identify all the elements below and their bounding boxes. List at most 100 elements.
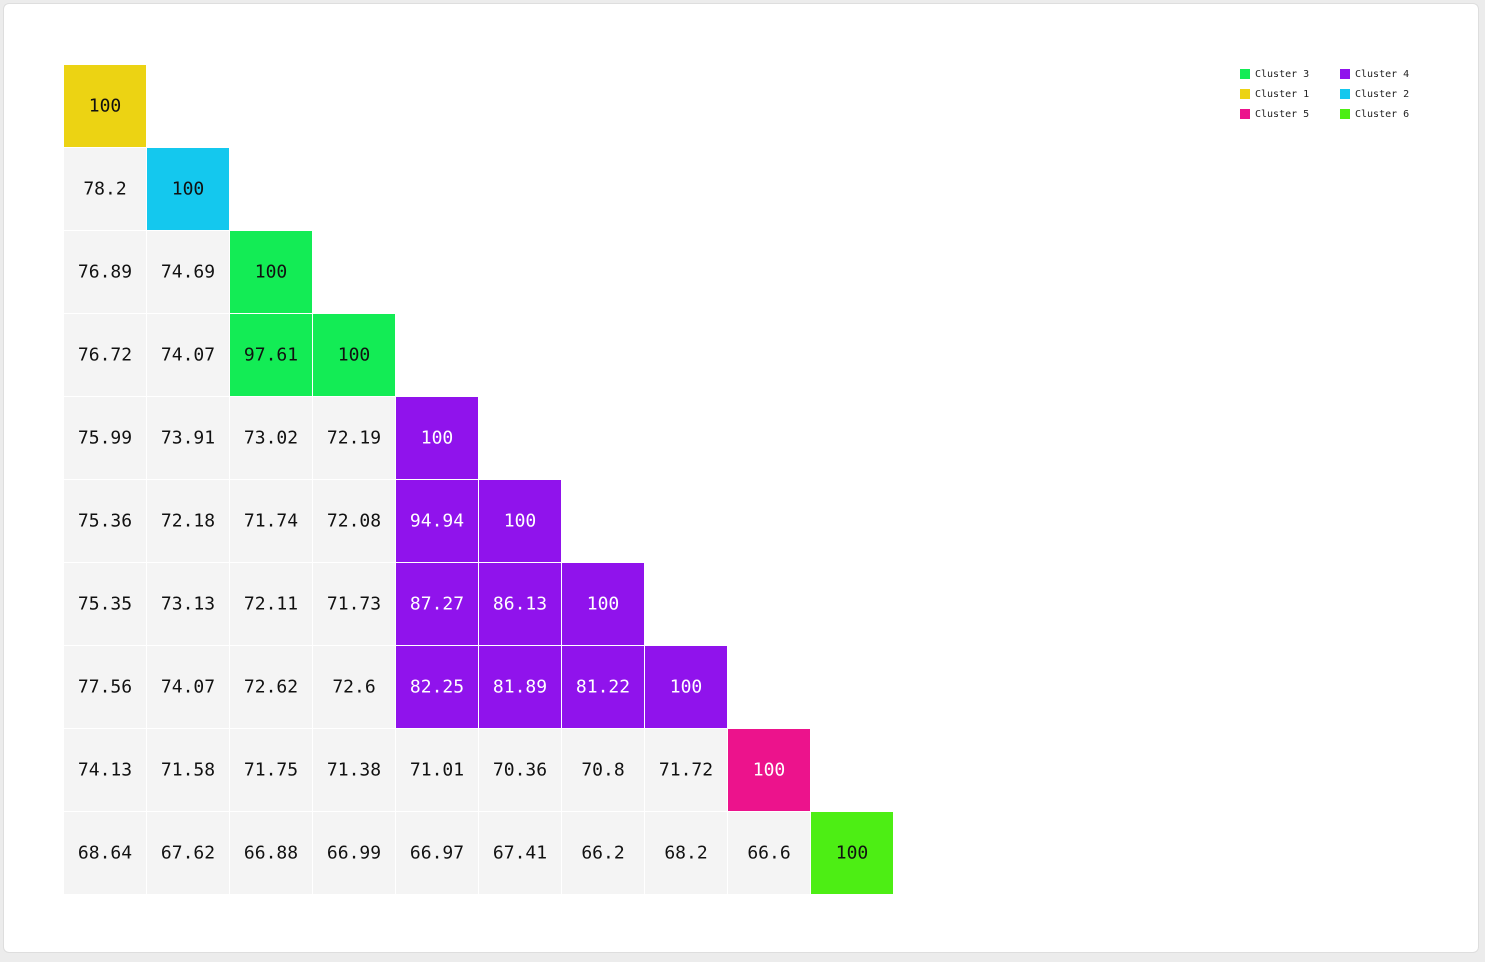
legend-item: Cluster 1 [1240,84,1340,104]
heatmap-cell-label: 73.13 [161,594,215,615]
heatmap-cell: 74.07 [147,646,229,728]
legend-label: Cluster 2 [1355,88,1410,100]
heatmap-cell: 74.69 [147,231,229,313]
heatmap-cell: 73.13 [147,563,229,645]
heatmap-cell-rect [562,563,644,645]
heatmap-cell-rect [313,812,395,894]
heatmap-cell-label: 73.91 [161,428,215,449]
heatmap-cell-rect [396,729,478,811]
heatmap-cell-label: 74.07 [161,677,215,698]
heatmap-cell: 72.6 [313,646,395,728]
heatmap-cell: 100 [230,231,312,313]
heatmap-cell: 71.74 [230,480,312,562]
heatmap-cell-rect [313,563,395,645]
heatmap-cell-rect [230,812,312,894]
heatmap-cell-label: 82.25 [410,677,464,698]
heatmap-cell: 70.36 [479,729,561,811]
heatmap-cell-label: 72.08 [327,511,381,532]
heatmap-cell-rect [147,314,229,396]
heatmap-cell-rect [64,480,146,562]
heatmap-cell: 67.41 [479,812,561,894]
heatmap-cell-rect [64,397,146,479]
heatmap-cell-rect [147,812,229,894]
heatmap-cell-label: 100 [89,96,122,117]
heatmap-cell: 100 [811,812,893,894]
heatmap-cell: 71.75 [230,729,312,811]
heatmap-cell-rect [396,563,478,645]
heatmap-cell-rect [562,812,644,894]
legend-swatch [1240,109,1250,119]
heatmap-cell-rect [147,563,229,645]
heatmap-cell: 100 [396,397,478,479]
heatmap-cell-rect [728,812,810,894]
heatmap-cell: 72.18 [147,480,229,562]
heatmap-cell-label: 94.94 [410,511,464,532]
legend-item: Cluster 6 [1340,104,1440,124]
heatmap-cell: 71.38 [313,729,395,811]
heatmap-cell-label: 74.13 [78,760,132,781]
heatmap-cell: 100 [645,646,727,728]
heatmap-cell-rect [479,812,561,894]
heatmap-cell-label: 66.6 [747,843,790,864]
heatmap-cell-rect [64,812,146,894]
legend-item: Cluster 2 [1340,84,1440,104]
heatmap-cell-label: 74.07 [161,345,215,366]
heatmap-cell-label: 100 [338,345,371,366]
legend-label: Cluster 1 [1255,88,1310,100]
heatmap-cell: 72.62 [230,646,312,728]
heatmap-cell-rect [313,314,395,396]
heatmap-cell-label: 76.89 [78,262,132,283]
heatmap-cell-label: 68.2 [664,843,707,864]
heatmap-cell: 66.88 [230,812,312,894]
heatmap-cell: 82.25 [396,646,478,728]
heatmap-cell: 86.13 [479,563,561,645]
heatmap-cell-rect [230,480,312,562]
heatmap-cell: 100 [562,563,644,645]
legend-label: Cluster 5 [1255,108,1310,120]
heatmap-cell-rect [479,480,561,562]
heatmap-cell-label: 100 [670,677,703,698]
heatmap-cell-rect [64,65,146,147]
heatmap-cell-label: 71.75 [244,760,298,781]
heatmap-cell-label: 70.8 [581,760,624,781]
heatmap-cell-rect [147,646,229,728]
heatmap-cell-label: 71.72 [659,760,713,781]
heatmap-cell: 72.19 [313,397,395,479]
heatmap-cell-label: 100 [421,428,454,449]
heatmap-cell-rect [147,480,229,562]
heatmap-cell-rect [64,314,146,396]
heatmap-cell-label: 75.35 [78,594,132,615]
heatmap-cell: 75.35 [64,563,146,645]
heatmap-cell-rect [147,148,229,230]
heatmap-cell-rect [147,729,229,811]
heatmap-cell: 78.2 [64,148,146,230]
heatmap-cell-label: 97.61 [244,345,298,366]
heatmap-cell: 75.36 [64,480,146,562]
heatmap-cell: 100 [147,148,229,230]
heatmap-cell: 77.56 [64,646,146,728]
legend-swatch [1240,69,1250,79]
heatmap-cell: 81.89 [479,646,561,728]
heatmap-cell: 100 [313,314,395,396]
heatmap-cell: 73.02 [230,397,312,479]
heatmap-cell-rect [230,314,312,396]
heatmap-cell: 76.89 [64,231,146,313]
heatmap-cell-rect [396,480,478,562]
heatmap-cell-label: 66.88 [244,843,298,864]
heatmap-cell-rect [396,646,478,728]
heatmap-cell-rect [396,397,478,479]
heatmap-cell: 68.64 [64,812,146,894]
heatmap-cell-label: 75.36 [78,511,132,532]
heatmap-cell-rect [64,646,146,728]
legend-item: Cluster 4 [1340,64,1440,84]
heatmap-cell-rect [479,646,561,728]
heatmap-cell: 94.94 [396,480,478,562]
heatmap-cell: 100 [64,65,146,147]
heatmap-cell: 97.61 [230,314,312,396]
heatmap-cell-label: 78.2 [83,179,126,200]
similarity-heatmap: 100 78.2 100 76.89 74.69 100 76.72 74.07 97.61 10… [64,65,893,894]
heatmap-cell: 75.99 [64,397,146,479]
heatmap-cell-label: 71.58 [161,760,215,781]
heatmap-cell-label: 86.13 [493,594,547,615]
heatmap-cell: 67.62 [147,812,229,894]
